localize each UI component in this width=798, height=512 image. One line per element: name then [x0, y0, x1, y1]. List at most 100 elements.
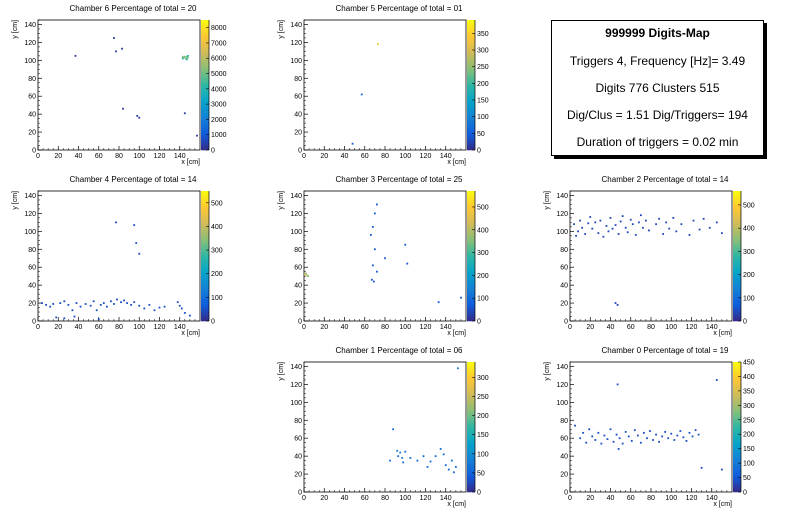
colorbar-segment — [467, 282, 475, 285]
y-tick-label: 0 — [298, 490, 302, 497]
data-cell — [688, 234, 691, 236]
data-cell — [692, 219, 695, 222]
data-cell — [401, 457, 404, 459]
data-cell — [624, 431, 627, 433]
data-cell — [138, 252, 141, 255]
colorbar-segment — [733, 405, 741, 408]
data-cell — [597, 232, 600, 235]
colorbar-segment — [467, 444, 475, 447]
data-cell — [658, 440, 660, 443]
colorbar-segment — [201, 271, 209, 274]
colorbar-segment — [467, 312, 475, 315]
y-tick-label: 20 — [294, 130, 302, 137]
data-cell — [116, 298, 118, 301]
colorbar-segment — [467, 401, 475, 404]
data-cell — [442, 453, 445, 456]
colorbar-segment — [733, 253, 741, 257]
colorbar-segment — [201, 253, 209, 257]
y-tick-label: 140 — [556, 193, 568, 200]
x-tick-label: 80 — [381, 495, 389, 502]
x-tick-label: 40 — [341, 153, 349, 160]
info-digits: Digits 776 Clusters 515 — [595, 81, 720, 95]
x-tick-label: 0 — [568, 495, 572, 502]
colorbar-segment — [733, 247, 741, 250]
y-tick-label: 60 — [560, 265, 568, 272]
colorbar-segment — [467, 20, 475, 23]
plot-frame — [303, 361, 467, 493]
colorbar-segment — [201, 113, 209, 116]
colorbar-segment — [467, 461, 475, 465]
colorbar-segment — [201, 22, 209, 25]
x-tick-label: 100 — [399, 153, 411, 160]
data-cell — [99, 303, 102, 306]
colorbar-segment — [201, 145, 209, 149]
data-cell — [115, 221, 117, 224]
colorbar-segment — [733, 370, 741, 374]
colorbar-segment — [201, 143, 209, 146]
colorbar-tick-label: 50 — [477, 470, 485, 477]
colorbar-segment — [733, 455, 741, 458]
colorbar-segment — [201, 290, 209, 294]
data-cell — [655, 223, 657, 226]
colorbar-segment — [201, 195, 209, 198]
data-cell — [52, 303, 55, 305]
data-cell — [370, 278, 373, 281]
colorbar-segment — [467, 385, 475, 389]
y-tick-label: 20 — [28, 130, 36, 137]
colorbar-segment — [201, 30, 209, 34]
colorbar-segment — [733, 375, 741, 378]
colorbar-segment — [467, 98, 475, 101]
colorbar-segment — [201, 74, 209, 77]
data-cell — [95, 309, 98, 312]
colorbar-segment — [467, 104, 475, 107]
colorbar-segment — [467, 191, 475, 194]
colorbar-segment — [467, 106, 475, 110]
x-tick-label: 40 — [607, 324, 615, 331]
colorbar-segment — [467, 204, 475, 207]
colorbar-segment — [467, 318, 475, 322]
colorbar-segment — [733, 314, 741, 317]
colorbar-segment — [467, 429, 475, 432]
colorbar-segment — [467, 236, 475, 239]
chamber5-panel: Chamber 5 Percentage of total = 01 0 20 40… — [266, 0, 532, 168]
y-tick-label: 120 — [24, 211, 36, 218]
colorbar-segment — [733, 377, 741, 380]
colorbar-segment — [201, 102, 209, 105]
colorbar-segment — [467, 379, 475, 382]
colorbar-segment — [733, 284, 741, 287]
data-cell — [579, 437, 582, 440]
colorbar-segment — [467, 463, 475, 467]
colorbar-segment — [467, 485, 475, 488]
data-cell — [599, 219, 602, 222]
colorbar-segment — [467, 121, 475, 125]
colorbar-segment — [733, 481, 741, 484]
colorbar-segment — [201, 221, 209, 224]
x-tick-label: 120 — [154, 153, 166, 160]
colorbar-segment — [201, 249, 209, 252]
colorbar-segment — [201, 111, 209, 114]
colorbar-segment — [467, 132, 475, 136]
colorbar-segment — [467, 440, 475, 443]
colorbar-segment — [201, 197, 209, 200]
colorbar-segment — [467, 396, 475, 400]
colorbar-segment — [467, 260, 475, 263]
y-axis-label: y [cm] — [544, 191, 551, 210]
colorbar-segment — [467, 48, 475, 51]
info-ratio: Dig/Clus = 1.51 Dig/Triggers= 194 — [567, 108, 748, 122]
x-tick-label: 120 — [686, 495, 698, 502]
data-cell — [621, 215, 624, 218]
colorbar-segment — [733, 256, 741, 259]
colorbar-segment — [467, 147, 475, 151]
colorbar-segment — [733, 210, 741, 213]
data-cell — [434, 455, 437, 458]
plot-frame — [569, 190, 733, 322]
data-cell — [59, 302, 62, 304]
data-cell — [685, 439, 688, 442]
data-cell — [92, 300, 95, 303]
data-cell — [138, 116, 141, 119]
colorbar-segment — [733, 372, 741, 376]
colorbar-segment — [201, 243, 209, 246]
